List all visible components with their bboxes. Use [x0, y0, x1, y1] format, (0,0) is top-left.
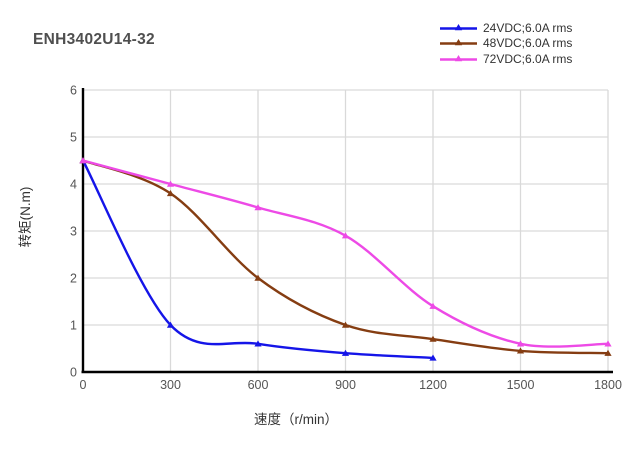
- legend-item-24vdc: 24VDC;6.0A rms: [440, 20, 572, 36]
- y-tick-label: 1: [70, 319, 77, 333]
- data-point-marker: [429, 302, 437, 309]
- x-tick-label: 1500: [507, 378, 535, 392]
- data-point-marker: [341, 232, 350, 239]
- legend-label: 24VDC;6.0A rms: [483, 20, 573, 35]
- data-point-marker: [254, 204, 262, 211]
- x-tick-label: 1800: [594, 378, 622, 392]
- x-tick-label: 1200: [419, 378, 447, 392]
- data-point-marker: [79, 157, 87, 164]
- data-point-marker: [166, 180, 175, 187]
- x-axis-title: 速度（r/min）: [254, 412, 338, 427]
- legend-item-72vdc: 72VDC;6.0A rms: [440, 51, 572, 67]
- data-point-marker: [254, 340, 262, 347]
- y-tick-label: 2: [70, 272, 77, 286]
- legend-item-48vdc: 48VDC;6.0A rms: [440, 36, 572, 52]
- chart-title: ENH3402U14-32: [33, 31, 155, 48]
- data-point-marker: [429, 354, 437, 361]
- data-point-marker: [429, 335, 437, 342]
- tick-labels: 0 300 600 900 1200 1500 1800 0 1 2 3 4 5 6: [70, 84, 622, 393]
- x-tick-label: 0: [80, 378, 87, 392]
- data-point-marker: [604, 340, 612, 347]
- series-line-24vdc: [81, 159, 435, 360]
- gridlines: [83, 89, 609, 372]
- legend-label: 72VDC;6.0A rms: [483, 51, 573, 66]
- y-tick-label: 5: [70, 131, 77, 145]
- x-tick-label: 600: [248, 378, 269, 392]
- legend: 24VDC;6.0A rms 48VDC;6.0A rms 72VDC;6.0A…: [440, 20, 572, 67]
- legend-line-triangle-icon: [440, 39, 477, 46]
- data-point-marker: [604, 349, 612, 356]
- data-point-marker: [166, 321, 175, 328]
- y-tick-label: 0: [70, 366, 77, 380]
- y-tick-label: 6: [70, 84, 77, 98]
- legend-line-triangle-icon: [440, 54, 477, 61]
- x-tick-label: 900: [335, 378, 356, 392]
- y-axis-title: 转矩(N.m): [18, 187, 33, 248]
- x-tick-label: 300: [160, 378, 181, 392]
- y-tick-label: 3: [70, 225, 77, 239]
- axes: [81, 88, 613, 374]
- y-tick-label: 4: [70, 178, 77, 192]
- data-point-marker: [166, 190, 175, 197]
- legend-label: 48VDC;6.0A rms: [483, 36, 573, 51]
- legend-line-triangle-icon: [440, 23, 477, 30]
- data-point-marker: [341, 321, 350, 328]
- series-lines: [79, 157, 612, 361]
- data-point-marker: [254, 274, 262, 281]
- data-point-marker: [341, 349, 350, 356]
- data-point-marker: [516, 347, 525, 354]
- data-point-marker: [516, 340, 525, 347]
